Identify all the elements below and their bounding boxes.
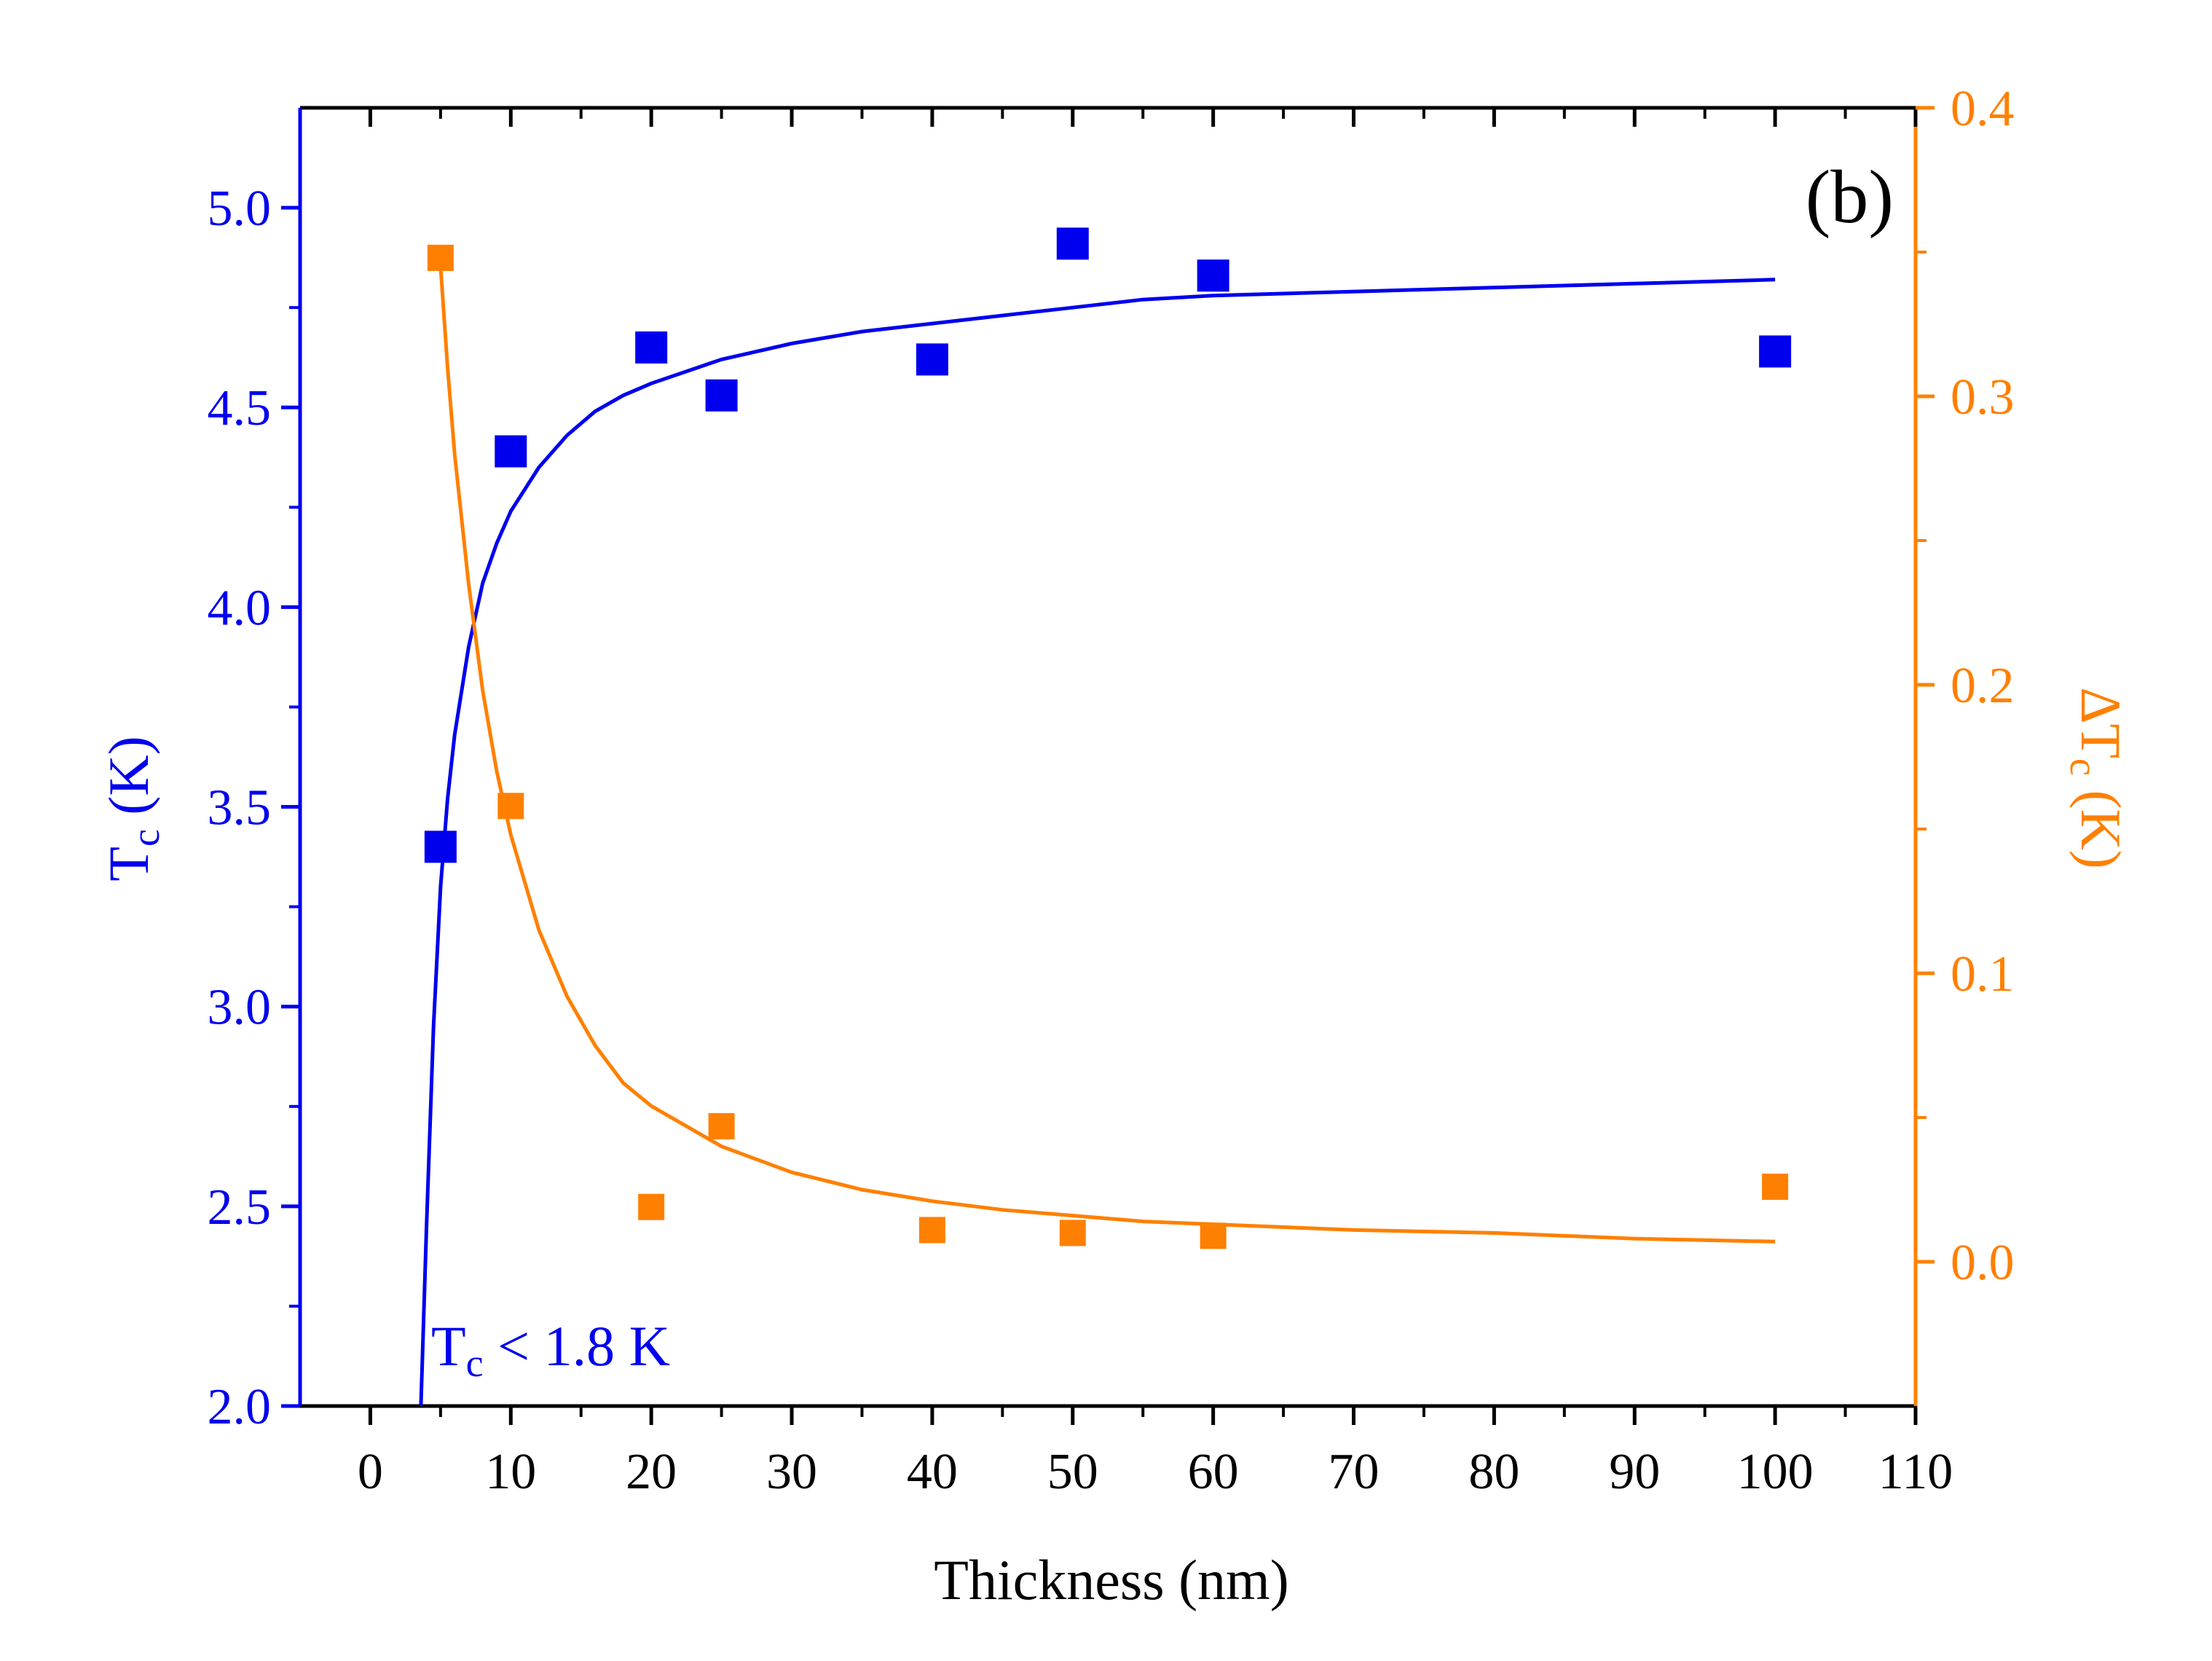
right-y-axis-title: ΔTc (K) <box>2062 687 2133 869</box>
x-axis-ticks: 0 10 20 30 40 50 60 70 80 90 100 110 <box>358 108 1953 1500</box>
plot-frame <box>298 106 1918 1408</box>
tc-data-point <box>916 343 948 376</box>
left-tick-label: 4.0 <box>208 580 272 636</box>
x-tick-label: 80 <box>1468 1444 1519 1500</box>
left-y-axis-title-sub: c <box>124 829 168 847</box>
fit-lines <box>419 266 1776 1407</box>
delta-tc-data-point <box>497 793 524 820</box>
delta-tc-data-point <box>1200 1222 1227 1249</box>
right-y-axis-title-sub: c <box>2062 758 2106 776</box>
left-y-axis-ticks: 2.0 2.5 3.0 3.5 4.0 4.5 5.0 <box>208 181 300 1435</box>
right-y-axis-ticks: 0.0 0.1 0.2 0.3 0.4 <box>1916 81 2015 1291</box>
right-tick-label: 0.2 <box>1951 658 2015 714</box>
tc-data-point <box>424 830 457 863</box>
data-markers <box>424 227 1792 1249</box>
left-tick-label: 2.5 <box>208 1179 272 1236</box>
x-tick-label: 10 <box>485 1444 536 1500</box>
x-axis-title: Thickness (nm) <box>934 1548 1288 1611</box>
left-tick-label: 3.0 <box>208 980 272 1036</box>
x-tick-label: 60 <box>1188 1444 1239 1500</box>
threshold-annotation-rest: < 1.8 K <box>484 1314 670 1378</box>
panel-label: (b) <box>1806 155 1894 239</box>
right-tick-label: 0.1 <box>1951 946 2015 1002</box>
x-tick-label: 40 <box>907 1444 958 1500</box>
tc-data-point <box>1056 227 1089 260</box>
right-tick-label: 0.4 <box>1951 81 2015 137</box>
x-tick-label: 70 <box>1329 1444 1379 1500</box>
left-y-axis-title-unit: (K) <box>97 736 160 829</box>
delta-tc-fit-line <box>438 266 1776 1244</box>
x-tick-label: 30 <box>766 1444 817 1500</box>
left-tick-label: 4.5 <box>208 380 272 436</box>
tc-data-point <box>495 435 527 468</box>
tc-data-point <box>635 331 668 364</box>
x-tick-label: 90 <box>1609 1444 1660 1500</box>
left-tick-label: 5.0 <box>208 181 272 237</box>
delta-tc-data-point <box>638 1193 665 1220</box>
delta-tc-data-point <box>1762 1174 1789 1201</box>
right-tick-label: 0.3 <box>1951 369 2015 425</box>
right-tick-label: 0.0 <box>1951 1235 2015 1291</box>
tc-data-point <box>1197 259 1229 292</box>
right-y-axis-title-main: ΔT <box>2069 687 2133 758</box>
tc-data-point <box>1759 335 1792 368</box>
x-tick-label: 100 <box>1737 1444 1814 1500</box>
left-tick-label: 2.0 <box>208 1379 272 1435</box>
x-tick-label: 0 <box>358 1444 383 1500</box>
left-y-axis-title-main: T <box>97 847 160 881</box>
delta-tc-data-point <box>427 244 454 271</box>
x-tick-label: 20 <box>626 1444 677 1500</box>
x-tick-label: 50 <box>1047 1444 1098 1500</box>
delta-tc-data-point <box>1059 1220 1086 1246</box>
delta-tc-data-point <box>708 1112 735 1139</box>
threshold-annotation: Tc < 1.8 K <box>431 1314 670 1385</box>
tc-fit-line <box>419 278 1776 1407</box>
left-tick-label: 3.5 <box>208 780 272 836</box>
x-tick-label: 110 <box>1878 1444 1953 1500</box>
tc-data-point <box>705 379 738 412</box>
left-y-axis-title: Tc (K) <box>97 736 168 881</box>
delta-tc-data-point <box>918 1217 945 1244</box>
right-y-axis-title-unit: (K) <box>2069 776 2133 869</box>
threshold-annotation-main: T <box>431 1314 466 1378</box>
threshold-annotation-sub: c <box>466 1341 484 1385</box>
